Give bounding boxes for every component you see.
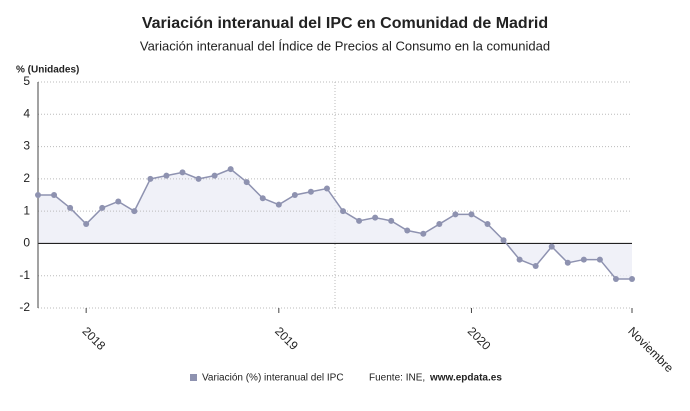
point [404, 227, 411, 234]
point [275, 201, 282, 208]
point [35, 192, 41, 198]
point [227, 166, 234, 173]
point [179, 169, 186, 176]
x-tick-label: Noviembre [625, 324, 676, 375]
chart-title: Variación interanual del IPC en Comunida… [142, 15, 548, 32]
point [500, 237, 507, 244]
point [372, 214, 379, 221]
point [420, 230, 427, 237]
x-tick-label: 2020 [465, 324, 494, 353]
point [243, 179, 250, 186]
point [291, 192, 298, 198]
point [356, 217, 363, 224]
source-site: www.epdata.es [429, 373, 502, 384]
point [147, 175, 154, 182]
y-tick-label: 0 [23, 236, 30, 250]
point [580, 256, 587, 263]
y-tick-label: -1 [19, 268, 30, 282]
point [83, 221, 90, 228]
area [38, 169, 632, 279]
y-tick-label: 4 [23, 106, 30, 120]
point [259, 195, 266, 202]
y-tick-label: -2 [19, 300, 30, 314]
y-tick-label: 5 [23, 74, 30, 88]
point [596, 256, 603, 263]
legend-swatch [190, 374, 197, 381]
point [67, 204, 74, 211]
source-label: Fuente: INE, [369, 373, 425, 384]
point [484, 221, 491, 228]
point [115, 198, 122, 205]
point [99, 204, 106, 211]
point [548, 243, 555, 250]
point [468, 211, 475, 218]
point [340, 208, 347, 215]
point [307, 188, 314, 195]
y-tick-label: 3 [23, 139, 30, 153]
point [436, 221, 443, 228]
legend-label: Variación (%) interanual del IPC [202, 373, 344, 384]
point [452, 211, 459, 218]
point [323, 185, 330, 192]
point [51, 192, 58, 198]
y-axis-label: % (Unidades) [16, 65, 79, 76]
point [564, 259, 571, 266]
y-tick-label: 1 [23, 203, 30, 217]
x-tick-label: 2019 [272, 324, 301, 353]
point [532, 263, 539, 270]
point [163, 172, 170, 179]
legend: Variación (%) interanual del IPC Fuente:… [190, 373, 502, 384]
point [629, 275, 635, 282]
point [131, 208, 138, 215]
x-tick-label: 2018 [79, 324, 108, 353]
point [211, 172, 218, 179]
point [516, 256, 523, 263]
point [612, 275, 619, 282]
point [388, 217, 395, 224]
point [195, 175, 202, 182]
y-tick-label: 2 [23, 171, 30, 185]
chart-subtitle: Variación interanual del Índice de Preci… [140, 38, 550, 53]
